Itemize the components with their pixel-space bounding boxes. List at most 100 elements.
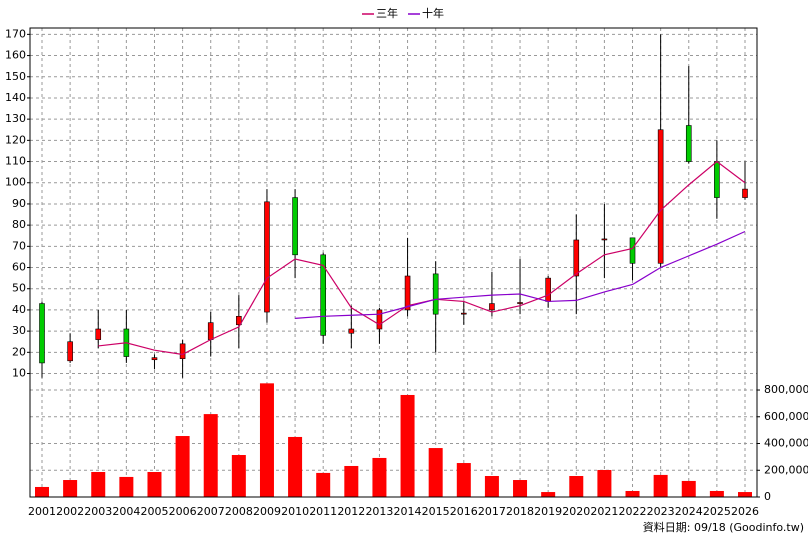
candle-body xyxy=(348,328,355,334)
candle-body xyxy=(264,201,270,313)
candle-body xyxy=(657,129,664,264)
y-tick-label: 10 xyxy=(12,367,26,380)
volume-bar xyxy=(203,414,218,497)
y-tick-label: 20 xyxy=(12,345,26,358)
candle-body xyxy=(151,357,158,361)
y-tick-label: 160 xyxy=(5,49,26,62)
volume-bar xyxy=(569,476,584,497)
candle-body xyxy=(685,125,692,162)
volume-bar xyxy=(681,480,696,497)
y-tick-label: 130 xyxy=(5,112,26,125)
candle-body xyxy=(404,275,411,311)
y2-tick-label: 400,000 xyxy=(764,437,808,450)
x-tick-label: 2005 xyxy=(140,505,168,518)
volume-bar xyxy=(231,455,246,497)
y-tick-label: 170 xyxy=(5,27,26,40)
volume-bar xyxy=(119,476,134,497)
x-tick-label: 2016 xyxy=(450,505,478,518)
volume-bar xyxy=(456,463,471,497)
y-tick-label: 80 xyxy=(12,218,26,231)
x-tick-label: 2011 xyxy=(309,505,337,518)
volume-bar xyxy=(541,492,556,497)
x-tick-label: 2018 xyxy=(506,505,534,518)
y-tick-label: 30 xyxy=(12,324,26,337)
source-note: 資料日期: 09/18 (Goodinfo.tw) xyxy=(643,520,804,534)
x-tick-label: 2017 xyxy=(478,505,506,518)
volume-bar xyxy=(597,469,612,497)
candle-body xyxy=(742,188,748,198)
candle-body xyxy=(292,197,298,256)
candle-body xyxy=(489,303,495,311)
candle-body xyxy=(714,161,720,198)
x-tick-label: 2024 xyxy=(675,505,703,518)
x-tick-label: 2013 xyxy=(365,505,393,518)
x-tick-label: 2004 xyxy=(112,505,140,518)
x-tick-label: 2019 xyxy=(534,505,562,518)
volume-bar xyxy=(625,490,640,497)
x-tick-label: 2009 xyxy=(253,505,281,518)
volume-bar xyxy=(513,480,528,497)
x-tick-label: 2002 xyxy=(56,505,84,518)
y-tick-label: 90 xyxy=(12,197,26,210)
candle-body xyxy=(629,237,636,264)
volume-bar xyxy=(400,394,415,497)
x-tick-label: 2008 xyxy=(225,505,253,518)
x-tick-label: 2020 xyxy=(562,505,590,518)
legend-label: 十年 xyxy=(422,6,444,20)
y-tick-label: 120 xyxy=(5,133,26,146)
plot-frame xyxy=(29,27,758,498)
volume-bar xyxy=(35,486,49,497)
volume-bar xyxy=(709,490,724,497)
candle-body xyxy=(460,312,467,315)
volume-bar xyxy=(372,457,387,497)
x-tick-label: 2021 xyxy=(590,505,618,518)
volume-bar xyxy=(653,474,668,497)
y-tick-label: 110 xyxy=(5,155,26,168)
candle-body xyxy=(573,239,580,277)
candle-body xyxy=(179,343,186,359)
candle-body xyxy=(517,302,523,304)
y-tick-label: 70 xyxy=(12,239,26,252)
legend-label: 三年 xyxy=(376,6,398,20)
candle-body xyxy=(376,309,383,330)
volume-bar xyxy=(175,436,190,497)
volume-bar xyxy=(259,383,274,497)
candle-body xyxy=(67,341,73,362)
x-tick-label: 2025 xyxy=(703,505,731,518)
volume-bar xyxy=(63,480,78,497)
y-tick-label: 60 xyxy=(12,261,26,274)
y2-tick-label: 0 xyxy=(764,490,771,503)
y2-tick-label: 600,000 xyxy=(764,410,808,423)
x-tick-label: 2026 xyxy=(731,505,759,518)
x-tick-label: 2010 xyxy=(281,505,309,518)
y2-tick-label: 200,000 xyxy=(764,463,808,476)
volume-bar xyxy=(316,472,331,497)
candle-body xyxy=(95,328,102,340)
volume-bar xyxy=(738,492,752,497)
x-tick-label: 2023 xyxy=(647,505,675,518)
x-tick-label: 2015 xyxy=(422,505,450,518)
x-tick-label: 2007 xyxy=(197,505,225,518)
y2-tick-label: 800,000 xyxy=(764,383,808,396)
y-tick-label: 50 xyxy=(12,282,26,295)
volume-bar xyxy=(428,448,443,497)
x-tick-label: 2022 xyxy=(619,505,647,518)
x-tick-label: 2003 xyxy=(84,505,112,518)
x-tick-label: 2001 xyxy=(28,505,56,518)
candle-body xyxy=(432,273,439,315)
y-tick-label: 100 xyxy=(5,176,26,189)
volume-bar xyxy=(288,436,303,497)
x-tick-label: 2012 xyxy=(337,505,365,518)
y-tick-label: 140 xyxy=(5,91,26,104)
ma-line xyxy=(295,230,746,320)
candle-body xyxy=(601,238,608,241)
candle-body xyxy=(545,277,551,302)
volume-bar xyxy=(344,465,359,497)
volume-bar xyxy=(484,476,499,497)
candle-body xyxy=(207,322,214,340)
volume-bar xyxy=(91,471,106,497)
candle-body xyxy=(320,254,327,336)
x-tick-label: 2014 xyxy=(394,505,422,518)
y-tick-label: 150 xyxy=(5,70,26,83)
